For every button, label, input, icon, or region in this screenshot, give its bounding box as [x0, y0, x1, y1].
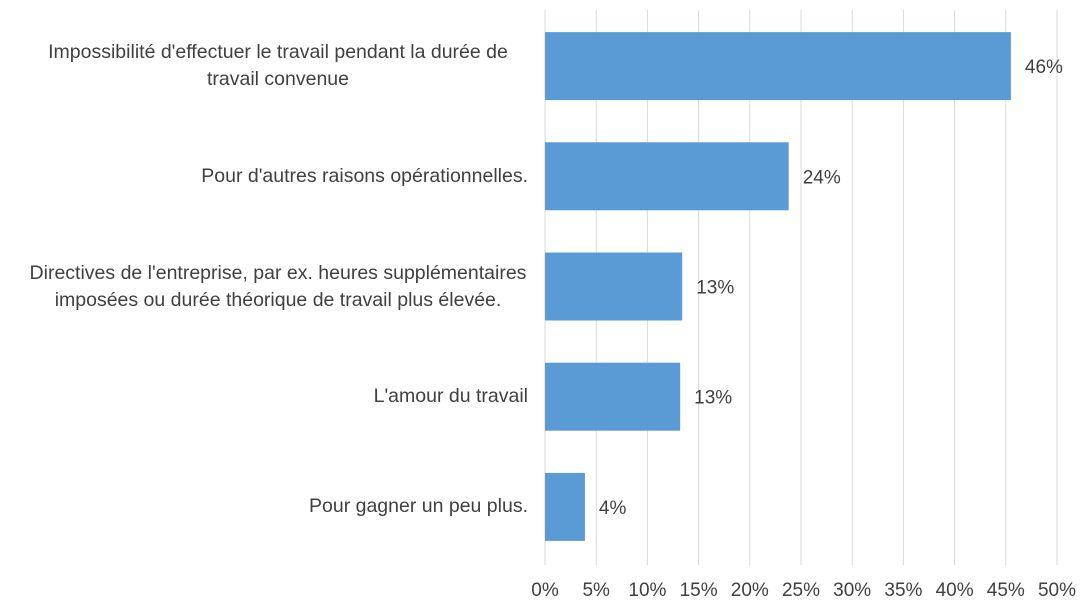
x-tick-label: 50%: [1038, 580, 1076, 601]
bar: [545, 472, 585, 541]
bar: [545, 252, 683, 321]
data-label: 24%: [803, 167, 841, 188]
x-tick-label: 40%: [936, 580, 974, 601]
category-text: Pour d'autres raisons opérationnelles.: [201, 164, 528, 187]
x-tick-label: 20%: [731, 580, 769, 601]
x-tick-label: 45%: [987, 580, 1025, 601]
category-label: Pour d'autres raisons opérationnelles.: [28, 126, 528, 226]
data-label: 13%: [694, 388, 732, 409]
data-label: 4%: [599, 498, 627, 519]
data-label: 13%: [696, 278, 734, 299]
data-label: 46%: [1025, 57, 1063, 78]
x-tick-label: 30%: [833, 580, 871, 601]
category-text: Pour gagner un peu plus.: [309, 495, 528, 518]
bar: [545, 362, 681, 431]
x-tick-label: 0%: [531, 580, 559, 601]
category-text: L'amour du travail: [373, 385, 528, 408]
category-label: Pour gagner un peu plus.: [28, 457, 528, 557]
bar: [545, 142, 789, 211]
category-label: Directives de l'entreprise, par ex. heur…: [28, 237, 528, 337]
category-text: Impossibilité d'effectuer le travail pen…: [48, 41, 508, 91]
x-tick-label: 35%: [884, 580, 922, 601]
bar: [545, 32, 1011, 101]
category-text: Directives de l'entreprise, par ex. heur…: [29, 261, 527, 311]
x-tick-label: 10%: [628, 580, 666, 601]
x-tick-label: 15%: [680, 580, 718, 601]
category-label: L'amour du travail: [28, 347, 528, 447]
x-tick-label: 5%: [582, 580, 610, 601]
x-tick-label: 25%: [782, 580, 820, 601]
category-label: Impossibilité d'effectuer le travail pen…: [28, 16, 528, 116]
